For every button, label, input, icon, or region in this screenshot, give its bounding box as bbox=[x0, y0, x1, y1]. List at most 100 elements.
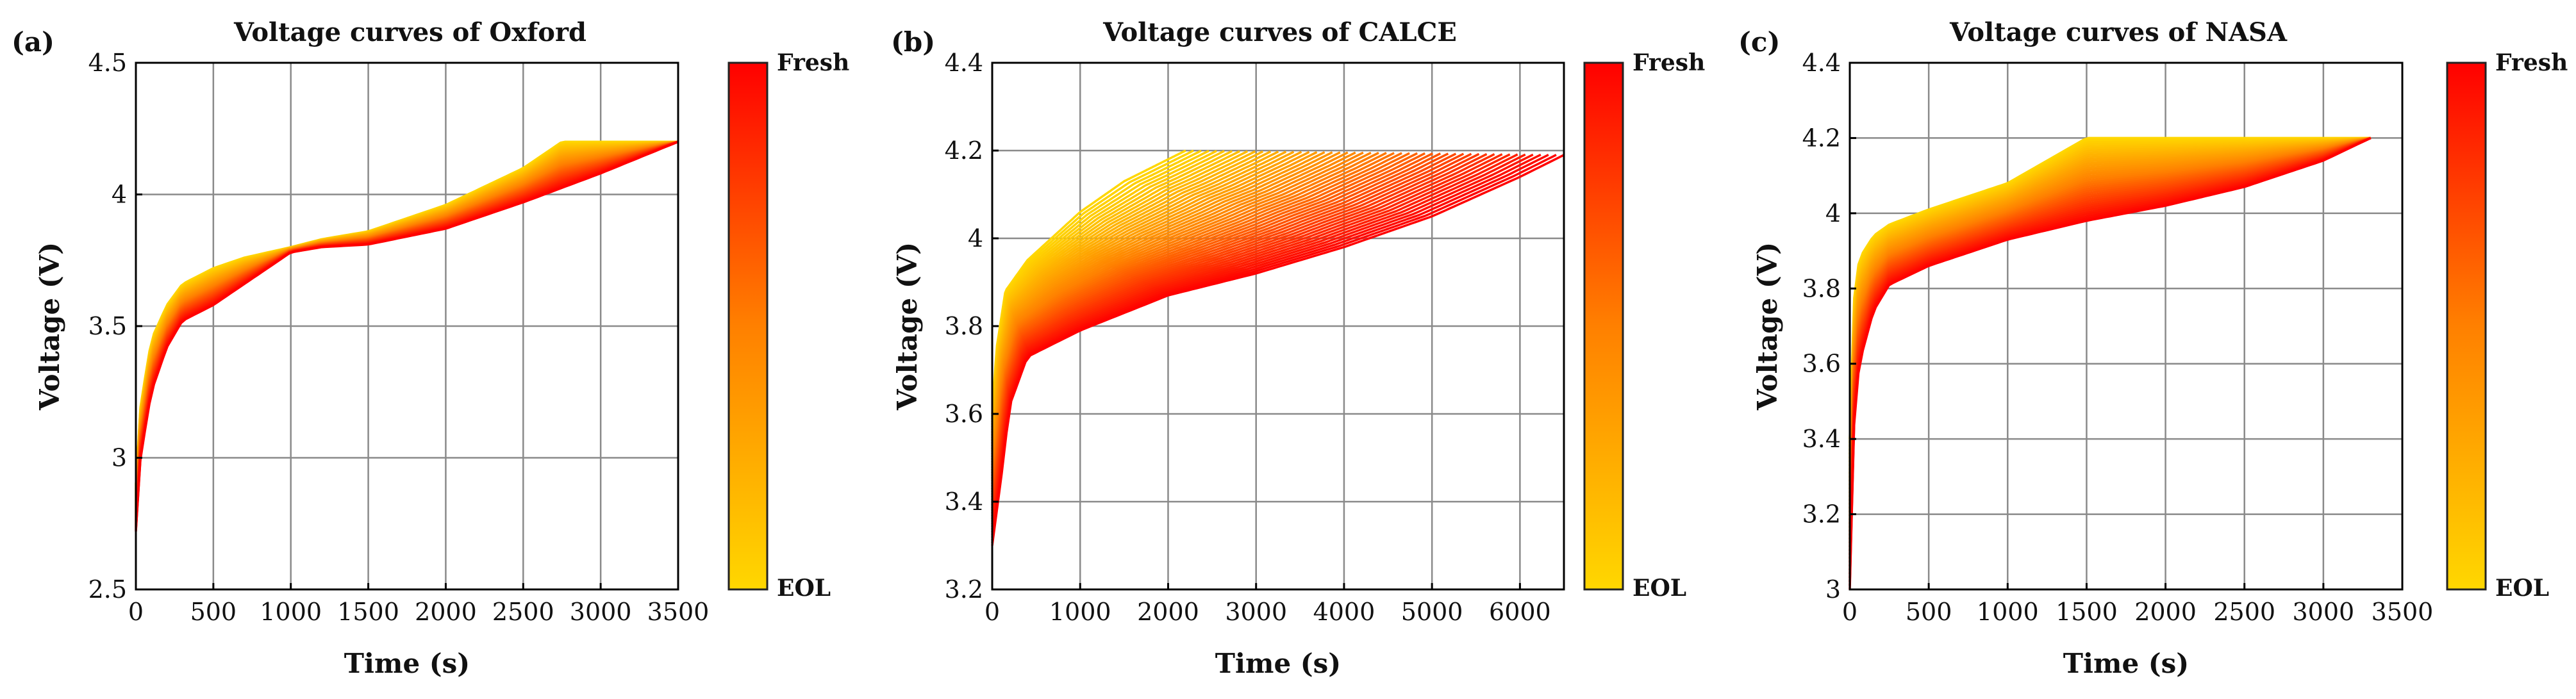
voltage-curve bbox=[991, 154, 1565, 546]
voltage-curve bbox=[991, 150, 1225, 428]
y-axis-label: Voltage (V) bbox=[34, 242, 65, 411]
x-tick-label: 3500 bbox=[2372, 598, 2434, 626]
y-tick-label: 4 bbox=[968, 224, 983, 252]
voltage-curve bbox=[135, 140, 679, 505]
voltage-curve bbox=[991, 152, 1472, 514]
voltage-curve bbox=[991, 151, 1325, 463]
colorbar-bottom-label: EOL bbox=[2495, 575, 2549, 602]
y-tick-label: 3.2 bbox=[1802, 500, 1841, 529]
voltage-curve bbox=[991, 154, 1549, 541]
voltage-curve bbox=[135, 140, 678, 484]
y-tick-label: 3 bbox=[112, 444, 127, 472]
y-tick-label: 3.6 bbox=[945, 400, 983, 428]
panel-nasa: (c) Voltage curves of NASA 0 500 1000 1500 2… bbox=[1738, 17, 2568, 679]
x-tick-label: 4000 bbox=[1313, 598, 1375, 626]
voltage-curve bbox=[991, 150, 1264, 441]
voltage-curve bbox=[991, 151, 1279, 447]
x-axis-label: Time (s) bbox=[1215, 648, 1341, 679]
x-tick-label: 1500 bbox=[337, 598, 399, 626]
ticks: 0 500 1000 1500 2000 2500 3000 3500 2.5 3 3.5 4 4.5 bbox=[88, 49, 710, 626]
colorbar bbox=[727, 62, 769, 591]
voltage-curve bbox=[991, 152, 1442, 503]
voltage-curve bbox=[135, 140, 679, 516]
voltage-curve bbox=[135, 140, 679, 530]
panel-oxford: (a) Voltage curves of Oxford 0 500 1000 150… bbox=[12, 17, 849, 679]
voltage-curve bbox=[1849, 136, 2372, 590]
y-tick-label: 4.5 bbox=[88, 49, 127, 77]
y-axis-label: Voltage (V) bbox=[1752, 242, 1783, 411]
x-tick-label: 3000 bbox=[2292, 598, 2354, 626]
x-tick-label: 1000 bbox=[1049, 598, 1111, 626]
y-axis-label: Voltage (V) bbox=[892, 242, 923, 411]
x-tick-label: 3000 bbox=[570, 598, 632, 626]
y-tick-label: 2.5 bbox=[88, 575, 127, 604]
voltage-curve bbox=[991, 151, 1318, 460]
y-tick-label: 4.4 bbox=[945, 49, 983, 77]
chart-title: Voltage curves of NASA bbox=[1949, 17, 2288, 47]
x-tick-label: 3500 bbox=[647, 598, 710, 626]
x-tick-label: 2000 bbox=[1137, 598, 1199, 626]
panel-calce: (b) Voltage curves of CALCE 0 1000 2000 300… bbox=[891, 17, 1705, 679]
plot-frame bbox=[1849, 62, 2404, 591]
voltage-curve bbox=[135, 140, 679, 502]
voltage-curve bbox=[991, 151, 1310, 457]
y-tick-label: 3.8 bbox=[1802, 274, 1841, 302]
voltage-curve bbox=[991, 152, 1449, 506]
voltage-curve bbox=[991, 151, 1341, 468]
y-tick-label: 4 bbox=[1825, 199, 1841, 227]
voltage-curve bbox=[135, 140, 679, 499]
voltage-curve bbox=[135, 140, 679, 504]
voltage-curve bbox=[135, 140, 679, 523]
voltage-curve bbox=[135, 140, 679, 532]
voltage-curve bbox=[991, 149, 1194, 417]
voltage-curve bbox=[991, 150, 1240, 433]
voltage-curve bbox=[991, 152, 1465, 511]
voltage-curve bbox=[991, 151, 1302, 455]
colorbar bbox=[2446, 62, 2487, 591]
voltage-curve bbox=[991, 151, 1379, 481]
x-tick-label: 0 bbox=[128, 598, 144, 626]
voltage-curve bbox=[991, 153, 1541, 538]
voltage-curve bbox=[135, 140, 679, 527]
voltage-curve bbox=[991, 150, 1217, 425]
voltage-curve bbox=[991, 153, 1503, 525]
x-tick-label: 2500 bbox=[2213, 598, 2275, 626]
colorbar-bottom-label: EOL bbox=[777, 575, 831, 602]
voltage-curve bbox=[135, 140, 679, 487]
voltage-curve bbox=[991, 153, 1518, 530]
chart-title: Voltage curves of Oxford bbox=[233, 17, 586, 47]
x-tick-label: 0 bbox=[1842, 598, 1857, 626]
panel-label: (c) bbox=[1738, 26, 1780, 58]
y-tick-label: 4.2 bbox=[1802, 124, 1841, 152]
y-tick-label: 4.2 bbox=[945, 136, 983, 165]
x-tick-label: 1000 bbox=[1977, 598, 2039, 626]
x-tick-label: 3000 bbox=[1225, 598, 1287, 626]
colorbar bbox=[1583, 62, 1624, 591]
y-tick-label: 4 bbox=[112, 181, 127, 209]
voltage-curve bbox=[991, 150, 1256, 438]
voltage-curve bbox=[991, 153, 1534, 535]
voltage-curve bbox=[991, 151, 1287, 449]
voltage-curve bbox=[135, 140, 679, 526]
y-tick-label: 3.4 bbox=[945, 488, 983, 516]
voltage-curve bbox=[135, 140, 679, 522]
grid bbox=[991, 62, 1564, 591]
colorbar-top-label: Fresh bbox=[1633, 49, 1705, 76]
x-tick-label: 1000 bbox=[260, 598, 322, 626]
y-tick-label: 3.6 bbox=[1802, 350, 1841, 378]
voltage-curve bbox=[991, 152, 1387, 484]
voltage-curve bbox=[991, 154, 1557, 543]
voltage-curves bbox=[991, 149, 1565, 546]
voltage-curve bbox=[991, 150, 1249, 436]
voltage-curves bbox=[135, 140, 679, 532]
voltage-curve bbox=[991, 151, 1333, 465]
voltage-curve bbox=[135, 140, 679, 500]
ticks: 0 1000 2000 3000 4000 5000 6000 3.2 3.4 3.6 3.8 4 4.… bbox=[945, 49, 1551, 626]
voltage-curve bbox=[991, 152, 1418, 495]
voltage-curve bbox=[991, 149, 1186, 415]
voltage-curve bbox=[991, 151, 1295, 452]
voltage-curve bbox=[135, 140, 679, 507]
x-axis-label: Time (s) bbox=[2063, 648, 2189, 679]
x-tick-label: 2000 bbox=[2134, 598, 2197, 626]
chart-title: Voltage curves of CALCE bbox=[1102, 17, 1457, 47]
